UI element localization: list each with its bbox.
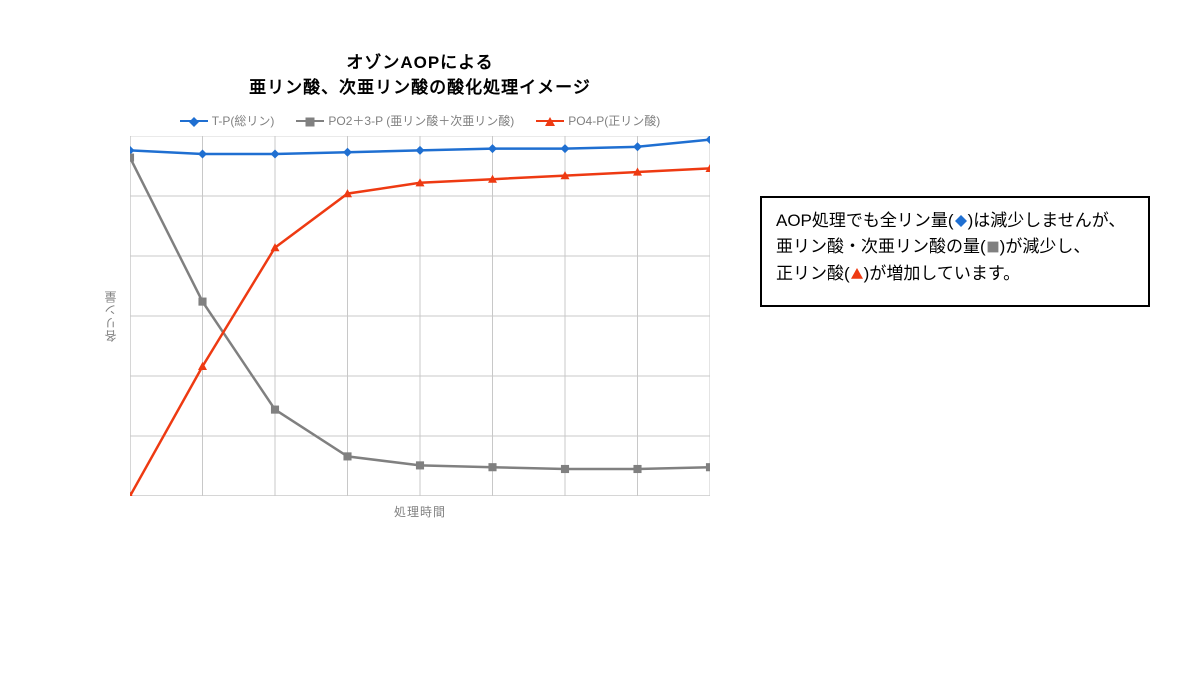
triangle-icon	[544, 116, 556, 128]
x-axis-label: 処理時間	[130, 503, 710, 520]
chart-title: オゾンAOPによる 亜リン酸、次亜リン酸の酸化処理イメージ	[130, 48, 710, 98]
explanation-text: 正リン酸(	[776, 264, 850, 283]
diamond-icon	[188, 116, 200, 128]
legend-label-po4: PO4-P(正リン酸)	[568, 112, 660, 129]
legend-line-po23	[296, 120, 324, 122]
triangle-icon	[850, 267, 864, 281]
diamond-icon	[954, 214, 968, 228]
title-line-1: オゾンAOPによる	[130, 48, 710, 73]
legend-item-po4: PO4-P(正リン酸)	[536, 112, 660, 129]
title-line-2: 亜リン酸、次亜リン酸の酸化処理イメージ	[130, 73, 710, 98]
explanation-line-0: AOP処理でも全リン量( )は減少しませんが、	[776, 208, 1134, 234]
square-icon	[986, 240, 1000, 254]
legend: T-P(総リン) PO2＋3-P (亜リン酸＋次亜リン酸) PO4-P(正リン酸)	[140, 112, 700, 129]
legend-label-tp: T-P(総リン)	[212, 112, 275, 129]
explanation-box: AOP処理でも全リン量( )は減少しませんが、亜リン酸・次亜リン酸の量( )が減少し…	[760, 196, 1150, 307]
square-icon	[304, 116, 316, 128]
legend-line-tp	[180, 120, 208, 122]
line-chart	[130, 136, 710, 496]
explanation-line-1: 亜リン酸・次亜リン酸の量( )が減少し、	[776, 234, 1134, 260]
legend-item-tp: T-P(総リン)	[180, 112, 275, 129]
explanation-text: )は減少しませんが、	[968, 211, 1126, 230]
explanation-text: )が減少し、	[1000, 237, 1091, 256]
legend-item-po23: PO2＋3-P (亜リン酸＋次亜リン酸)	[296, 112, 514, 129]
stage: オゾンAOPによる 亜リン酸、次亜リン酸の酸化処理イメージ T-P(総リン) PO…	[0, 0, 1200, 700]
explanation-text: 亜リン酸・次亜リン酸の量(	[776, 237, 986, 256]
explanation-text: )が増加しています。	[864, 264, 1020, 283]
legend-label-po23: PO2＋3-P (亜リン酸＋次亜リン酸)	[328, 112, 514, 129]
y-axis-label: 各リン量	[102, 290, 119, 342]
explanation-text: AOP処理でも全リン量(	[776, 211, 954, 230]
legend-line-po4	[536, 120, 564, 122]
chart-area: 各リン量 処理時間	[130, 136, 710, 496]
explanation-line-2: 正リン酸( )が増加しています。	[776, 261, 1134, 287]
